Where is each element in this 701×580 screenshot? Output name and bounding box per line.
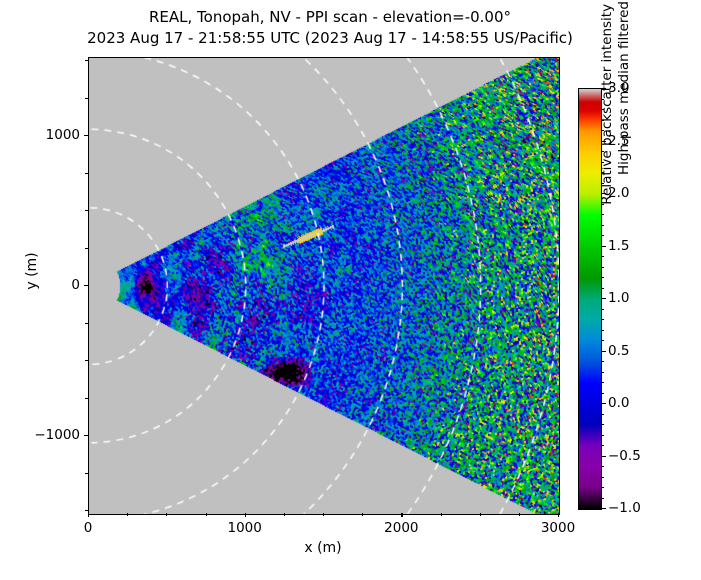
- colorbar-tick-minor: [601, 308, 604, 310]
- colorbar-tick-minor: [601, 266, 604, 268]
- colorbar-tick-minor: [601, 119, 604, 121]
- colorbar-tick-minor: [601, 340, 604, 342]
- colorbar-tick-major: [601, 245, 606, 247]
- colorbar-tick-minor: [601, 224, 604, 226]
- colorbar-tick-minor: [601, 109, 604, 111]
- colorbar-tick-label: −0.5: [608, 447, 641, 464]
- y-tick-minor: [85, 210, 88, 212]
- colorbar-tick-minor: [601, 182, 604, 184]
- colorbar-tick-minor: [601, 151, 604, 153]
- y-tick-label: 1000: [45, 127, 80, 143]
- colorbar-tick-minor: [601, 497, 604, 499]
- colorbar-tick-minor: [601, 413, 604, 415]
- colorbar-tick-label: 2.5: [608, 132, 630, 149]
- y-tick-major: [84, 435, 88, 437]
- y-axis-label: y (m): [24, 252, 40, 290]
- colorbar-tick-minor: [601, 298, 604, 300]
- title-line-1: REAL, Tonopah, NV - PPI scan - elevation…: [148, 8, 511, 26]
- y-tick-minor: [85, 60, 88, 62]
- x-tick-major: [558, 513, 560, 517]
- y-tick-minor: [85, 397, 88, 399]
- x-tick-major: [244, 513, 246, 517]
- x-tick-minor: [518, 513, 520, 516]
- x-tick-minor: [205, 513, 207, 516]
- colorbar-tick-minor: [601, 371, 604, 373]
- colorbar-tick-minor: [601, 98, 604, 100]
- x-tick-minor: [127, 513, 129, 516]
- y-tick-label: −1000: [34, 427, 80, 443]
- colorbar-tick-minor: [601, 445, 604, 447]
- y-tick-minor: [85, 322, 88, 324]
- colorbar-tick-major: [601, 403, 606, 405]
- colorbar-tick-label: 1.5: [608, 237, 630, 254]
- colorbar-tick-minor: [601, 203, 604, 205]
- y-tick-label: 0: [71, 277, 80, 293]
- colorbar-tick-minor: [601, 392, 604, 394]
- colorbar-tick-label: 0.5: [608, 342, 630, 359]
- x-tick-minor: [283, 513, 285, 516]
- x-tick-label: 2000: [384, 520, 419, 536]
- colorbar-tick-minor: [601, 256, 604, 258]
- colorbar-tick-minor: [601, 277, 604, 279]
- colorbar-tick-major: [601, 88, 606, 90]
- ppi-scan-image: [89, 58, 559, 514]
- x-tick-minor: [479, 513, 481, 516]
- x-tick-label: 3000: [540, 520, 576, 536]
- colorbar-tick-minor: [601, 350, 604, 352]
- colorbar-tick-minor: [601, 466, 604, 468]
- colorbar-gradient: [579, 89, 601, 509]
- figure-title: REAL, Tonopah, NV - PPI scan - elevation…: [0, 7, 660, 49]
- x-tick-minor: [166, 513, 168, 516]
- y-tick-minor: [85, 360, 88, 362]
- y-tick-minor: [85, 472, 88, 474]
- x-tick-major: [401, 513, 403, 517]
- colorbar-tick-minor: [601, 287, 604, 289]
- colorbar-tick-label: 2.0: [608, 185, 630, 201]
- colorbar-tick-minor: [601, 319, 604, 321]
- colorbar-tick-minor: [601, 214, 604, 216]
- colorbar-tick-minor: [601, 361, 604, 363]
- y-tick-minor: [85, 172, 88, 174]
- x-tick-minor: [440, 513, 442, 516]
- colorbar-tick-minor: [601, 476, 604, 478]
- colorbar-tick-minor: [601, 487, 604, 489]
- x-tick-minor: [323, 513, 325, 516]
- colorbar-tick-label: 3.0: [608, 80, 630, 96]
- colorbar-tick-label: −1.0: [608, 500, 641, 516]
- colorbar-tick-major: [601, 455, 606, 457]
- colorbar-tick-label: 0.0: [608, 395, 630, 411]
- colorbar-tick-minor: [601, 172, 604, 174]
- y-tick-minor: [85, 510, 88, 512]
- colorbar-tick-minor: [601, 130, 604, 132]
- colorbar-tick-major: [601, 140, 606, 142]
- ppi-plot-axes[interactable]: [88, 57, 560, 515]
- x-tick-label: 1000: [227, 520, 262, 536]
- colorbar-tick-minor: [601, 424, 604, 426]
- y-tick-major: [84, 285, 88, 287]
- y-tick-major: [84, 135, 88, 137]
- x-tick-major: [88, 513, 90, 517]
- x-tick-minor: [362, 513, 364, 516]
- x-axis-label: x (m): [304, 540, 342, 556]
- colorbar-tick-major: [601, 193, 606, 195]
- title-line-2: 2023 Aug 17 - 21:58:55 UTC (2023 Aug 17 …: [87, 29, 573, 47]
- colorbar-tick-minor: [601, 235, 604, 237]
- colorbar-tick-major: [601, 508, 606, 510]
- colorbar-label: Relative backscatter intensity (dB) High…: [599, 1, 632, 205]
- y-tick-minor: [85, 97, 88, 99]
- colorbar-tick-label: 1.0: [608, 290, 630, 306]
- colorbar-tick-minor: [601, 329, 604, 331]
- colorbar-tick-minor: [601, 434, 604, 436]
- colorbar-tick-minor: [601, 382, 604, 384]
- colorbar-tick-minor: [601, 161, 604, 163]
- x-tick-label: 0: [83, 520, 93, 536]
- y-tick-minor: [85, 247, 88, 249]
